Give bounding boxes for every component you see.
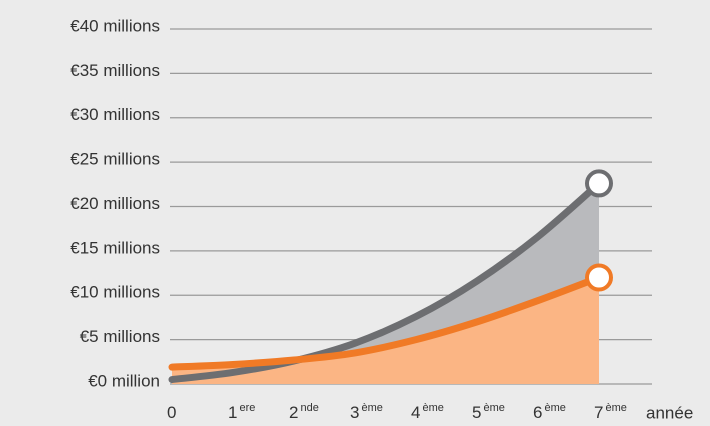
x-tick-suffix: ème <box>361 402 382 414</box>
x-tick-suffix: ème <box>544 402 565 414</box>
x-tick-suffix: ème <box>422 402 443 414</box>
x-tick-suffix: ème <box>483 402 504 414</box>
x-axis-unit: année <box>646 403 693 422</box>
y-tick-label: €25 millions <box>70 150 160 169</box>
area <box>172 277 599 384</box>
x-tick-label: 3 ème <box>350 402 383 423</box>
y-tick-label: €40 millions <box>70 16 160 35</box>
x-tick-number: 0 <box>167 403 176 422</box>
y-tick-label: €15 millions <box>70 238 160 257</box>
end-marker <box>585 263 613 292</box>
x-tick-label: 0 <box>167 403 176 422</box>
x-tick-label: 6 ème <box>533 402 566 423</box>
x-tick-label: 5 ème <box>472 402 505 423</box>
x-tick-suffix: nde <box>300 402 318 414</box>
end-marker <box>585 169 613 198</box>
x-tick-number: 6 <box>533 403 542 422</box>
x-tick-label: 4 ème <box>411 402 444 423</box>
y-tick-label: €0 million <box>88 371 160 390</box>
y-tick-label: €20 millions <box>70 194 160 213</box>
x-tick-label: 7 ème <box>594 402 627 423</box>
y-tick-label: €30 millions <box>70 105 160 124</box>
x-tick-number: 4 <box>411 403 420 422</box>
y-tick-label: €5 millions <box>80 327 160 346</box>
x-tick-label: 1 ere <box>228 402 255 423</box>
x-tick-number: 3 <box>350 403 359 422</box>
x-tick-suffix: ere <box>239 402 255 414</box>
line <box>168 179 603 384</box>
x-tick-label: 2 nde <box>289 402 319 423</box>
y-tick-label: €10 millions <box>70 283 160 302</box>
x-tick-number: 5 <box>472 403 481 422</box>
x-tick-number: 7 <box>594 403 603 422</box>
y-tick-label: €35 millions <box>70 61 160 80</box>
x-tick-suffix: ème <box>605 402 626 414</box>
line <box>168 274 603 371</box>
x-tick-number: 1 <box>228 403 237 422</box>
x-tick-number: 2 <box>289 403 298 422</box>
